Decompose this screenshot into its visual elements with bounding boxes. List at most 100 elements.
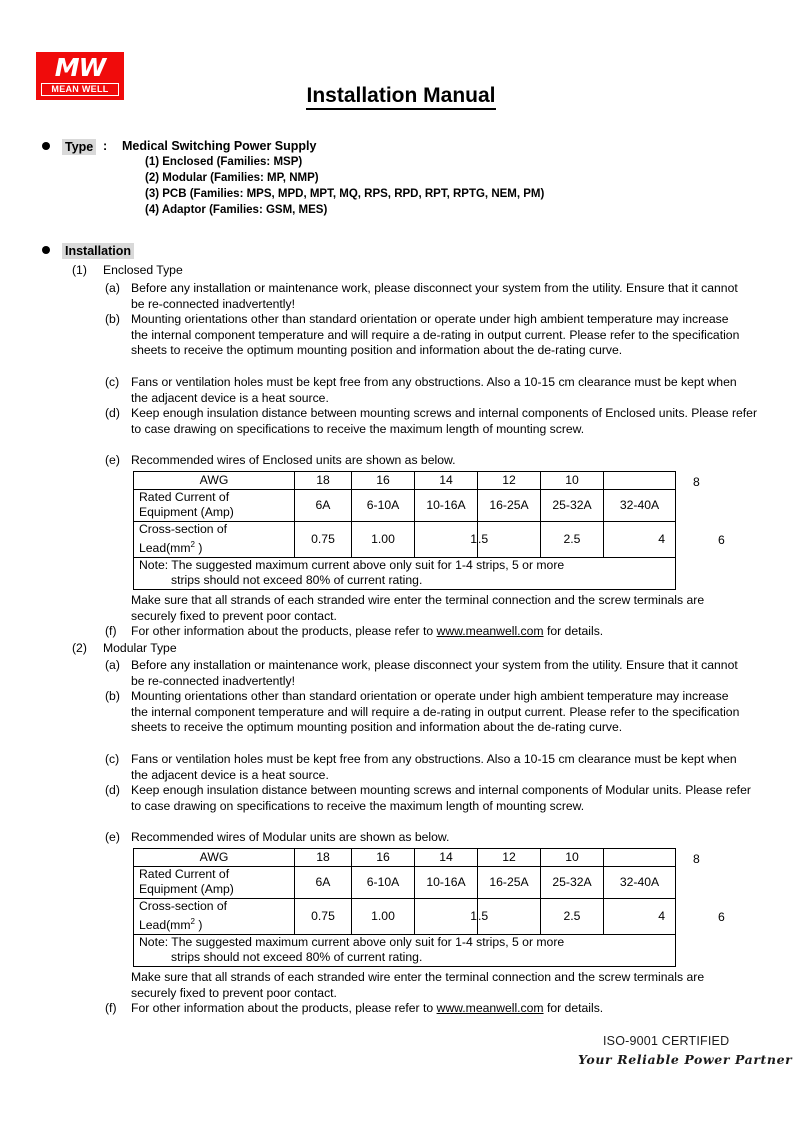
cell-current-3: 16-25A xyxy=(477,866,541,899)
cross-label-line1: Cross-section of xyxy=(139,521,228,536)
table-row-awg: AWG 18 16 14 12 10 xyxy=(133,471,676,490)
cell-cross-3: .5 xyxy=(477,897,541,935)
paragraph-marker: (f) xyxy=(105,1001,117,1015)
type-item-3: (3) PCB (Families: MPS, MPD, MPT, MQ, RP… xyxy=(145,188,545,200)
current-label-line1: Rated Current of xyxy=(139,490,230,504)
cross-label-pre: Lead(mm xyxy=(139,541,191,556)
cell-cross-4: 2.5 xyxy=(540,520,604,558)
table-row-note: Note: The suggested maximum current abov… xyxy=(133,556,676,590)
paragraph-text: Recommended wires of Modular units are s… xyxy=(131,830,450,844)
cell-cross-2: 1 xyxy=(414,897,478,935)
paragraph-marker: (b) xyxy=(105,689,120,703)
cell-awg-0: 18 xyxy=(294,848,352,867)
cell-cross-3: .5 xyxy=(477,520,541,558)
cell-current-0: 6A xyxy=(294,866,352,899)
cell-awg-1: 16 xyxy=(351,848,415,867)
installation-label: Installation xyxy=(62,242,134,260)
current-label-line2: Equipment (Amp) xyxy=(139,505,234,520)
paragraph-text: Before any installation or maintenance w… xyxy=(131,658,738,688)
section-2-paragraph-d: (d) Keep enough insulation distance betw… xyxy=(105,783,757,814)
type-label-text: Type xyxy=(62,139,97,155)
page-title: Installation Manual xyxy=(0,84,802,110)
cell-cross-label: Cross-section of Lead(mm2 ) xyxy=(133,897,295,935)
type-label: Type xyxy=(62,138,97,156)
paragraph-marker: (b) xyxy=(105,312,120,326)
paragraph-marker: (a) xyxy=(105,658,120,672)
paragraph-marker: (d) xyxy=(105,406,120,420)
cell-current-1: 6-10A xyxy=(351,866,415,899)
section-1-number: (1) xyxy=(72,263,87,277)
table-row-rated-current: Rated Current of Equipment (Amp) 6A 6-10A… xyxy=(133,866,676,899)
paragraph-text: For other information about the products… xyxy=(131,624,745,640)
logo-mw-mark: MW xyxy=(54,53,106,82)
paragraph-text: Keep enough insulation distance between … xyxy=(131,406,758,436)
document-header: MW MEAN WELL xyxy=(0,52,802,108)
cell-current-5: 32-40A xyxy=(603,866,676,899)
paragraph-marker: (e) xyxy=(105,453,120,467)
cell-note: Note: The suggested maximum current abov… xyxy=(133,933,676,967)
cell-current-label: Rated Current of Equipment (Amp) xyxy=(133,866,295,899)
paragraph-text: Recommended wires of Enclosed units are … xyxy=(131,453,456,467)
meanwell-website-link[interactable]: www.meanwell.com xyxy=(436,624,544,638)
cross-label-line2: Lead(mm2 ) xyxy=(139,540,202,556)
cell-cross-0: 0.75 xyxy=(294,520,352,558)
table-row-cross-section: Cross-section of Lead(mm2 ) 0.75 1.00 1 .… xyxy=(133,897,676,935)
section-1-paragraph-d: (d) Keep enough insulation distance betw… xyxy=(105,406,757,437)
paragraph-text: Keep enough insulation distance between … xyxy=(131,783,751,813)
note-line-1: Note: The suggested maximum current abov… xyxy=(139,557,565,572)
type-colon: : xyxy=(103,139,108,153)
cell-cross-4: 2.5 xyxy=(540,897,604,935)
note-line-1: Note: The suggested maximum current abov… xyxy=(139,934,565,949)
current-label-line2: Equipment (Amp) xyxy=(139,882,234,897)
paragraph-text: Before any installation or maintenance w… xyxy=(131,281,738,311)
paragraph-marker: (e) xyxy=(105,830,120,844)
bullet-icon-type xyxy=(42,142,50,150)
cross-label-line1: Cross-section of xyxy=(139,898,228,913)
type-value: Medical Switching Power Supply xyxy=(122,139,317,153)
type-item-1: (1) Enclosed (Families: MSP) xyxy=(145,156,303,168)
section-1-paragraph-f: (f) For other information about the prod… xyxy=(105,624,745,640)
cell-cross-1: 1.00 xyxy=(351,520,415,558)
paragraph-text: Mounting orientations other than standar… xyxy=(131,312,740,358)
paragraph-text: Fans or ventilation holes must be kept f… xyxy=(131,752,737,782)
bullet-icon-installation xyxy=(42,246,50,254)
wire-table-enclosed-overflow-cross: 6 xyxy=(718,533,725,547)
cell-current-5: 32-40A xyxy=(603,489,676,522)
cell-awg-3: 12 xyxy=(477,471,541,490)
company-slogan: Your Reliable Power Partner xyxy=(578,1052,793,1067)
cross-label-sup: 2 xyxy=(190,540,195,550)
paragraph-prefix: For other information about the products… xyxy=(131,624,437,638)
cell-cross-5: 4 xyxy=(603,520,676,558)
section-1-paragraph-a: (a) Before any installation or maintenan… xyxy=(105,281,745,312)
installation-label-text: Installation xyxy=(62,243,134,259)
paragraph-suffix: for details. xyxy=(543,624,604,638)
cell-awg-5 xyxy=(603,471,676,490)
type-item-2: (2) Modular (Families: MP, NMP) xyxy=(145,172,319,184)
paragraph-suffix: for details. xyxy=(543,1001,604,1015)
section-2-paragraph-b: (b) Mounting orientations other than sta… xyxy=(105,689,745,736)
wire-table-enclosed-overflow-awg: 8 xyxy=(693,475,700,489)
cell-current-2: 10-16A xyxy=(414,489,478,522)
cell-cross-1: 1.00 xyxy=(351,897,415,935)
cell-current-0: 6A xyxy=(294,489,352,522)
table-row-note: Note: The suggested maximum current abov… xyxy=(133,933,676,967)
page-title-text: Installation Manual xyxy=(306,84,496,110)
section-2-after-table-text: Make sure that all strands of each stran… xyxy=(131,970,705,1000)
note-line-2: strips should not exceed 80% of current … xyxy=(171,573,423,588)
cell-cross-2: 1 xyxy=(414,520,478,558)
meanwell-logo: MW MEAN WELL xyxy=(36,52,124,100)
note-line-2: strips should not exceed 80% of current … xyxy=(171,950,423,965)
cell-awg-2: 14 xyxy=(414,848,478,867)
meanwell-website-link[interactable]: www.meanwell.com xyxy=(436,1001,544,1015)
cell-awg-2: 14 xyxy=(414,471,478,490)
current-label-line1: Rated Current of xyxy=(139,867,230,881)
paragraph-text: For other information about the products… xyxy=(131,1001,745,1017)
cross-label-sup: 2 xyxy=(190,917,195,927)
cell-awg-0: 18 xyxy=(294,471,352,490)
wire-table-modular: AWG 18 16 14 12 10 Rated Current of Equip… xyxy=(133,848,676,967)
cell-awg-4: 10 xyxy=(540,471,604,490)
cell-current-1: 6-10A xyxy=(351,489,415,522)
cell-current-2: 10-16A xyxy=(414,866,478,899)
cell-awg-label: AWG xyxy=(133,848,295,867)
